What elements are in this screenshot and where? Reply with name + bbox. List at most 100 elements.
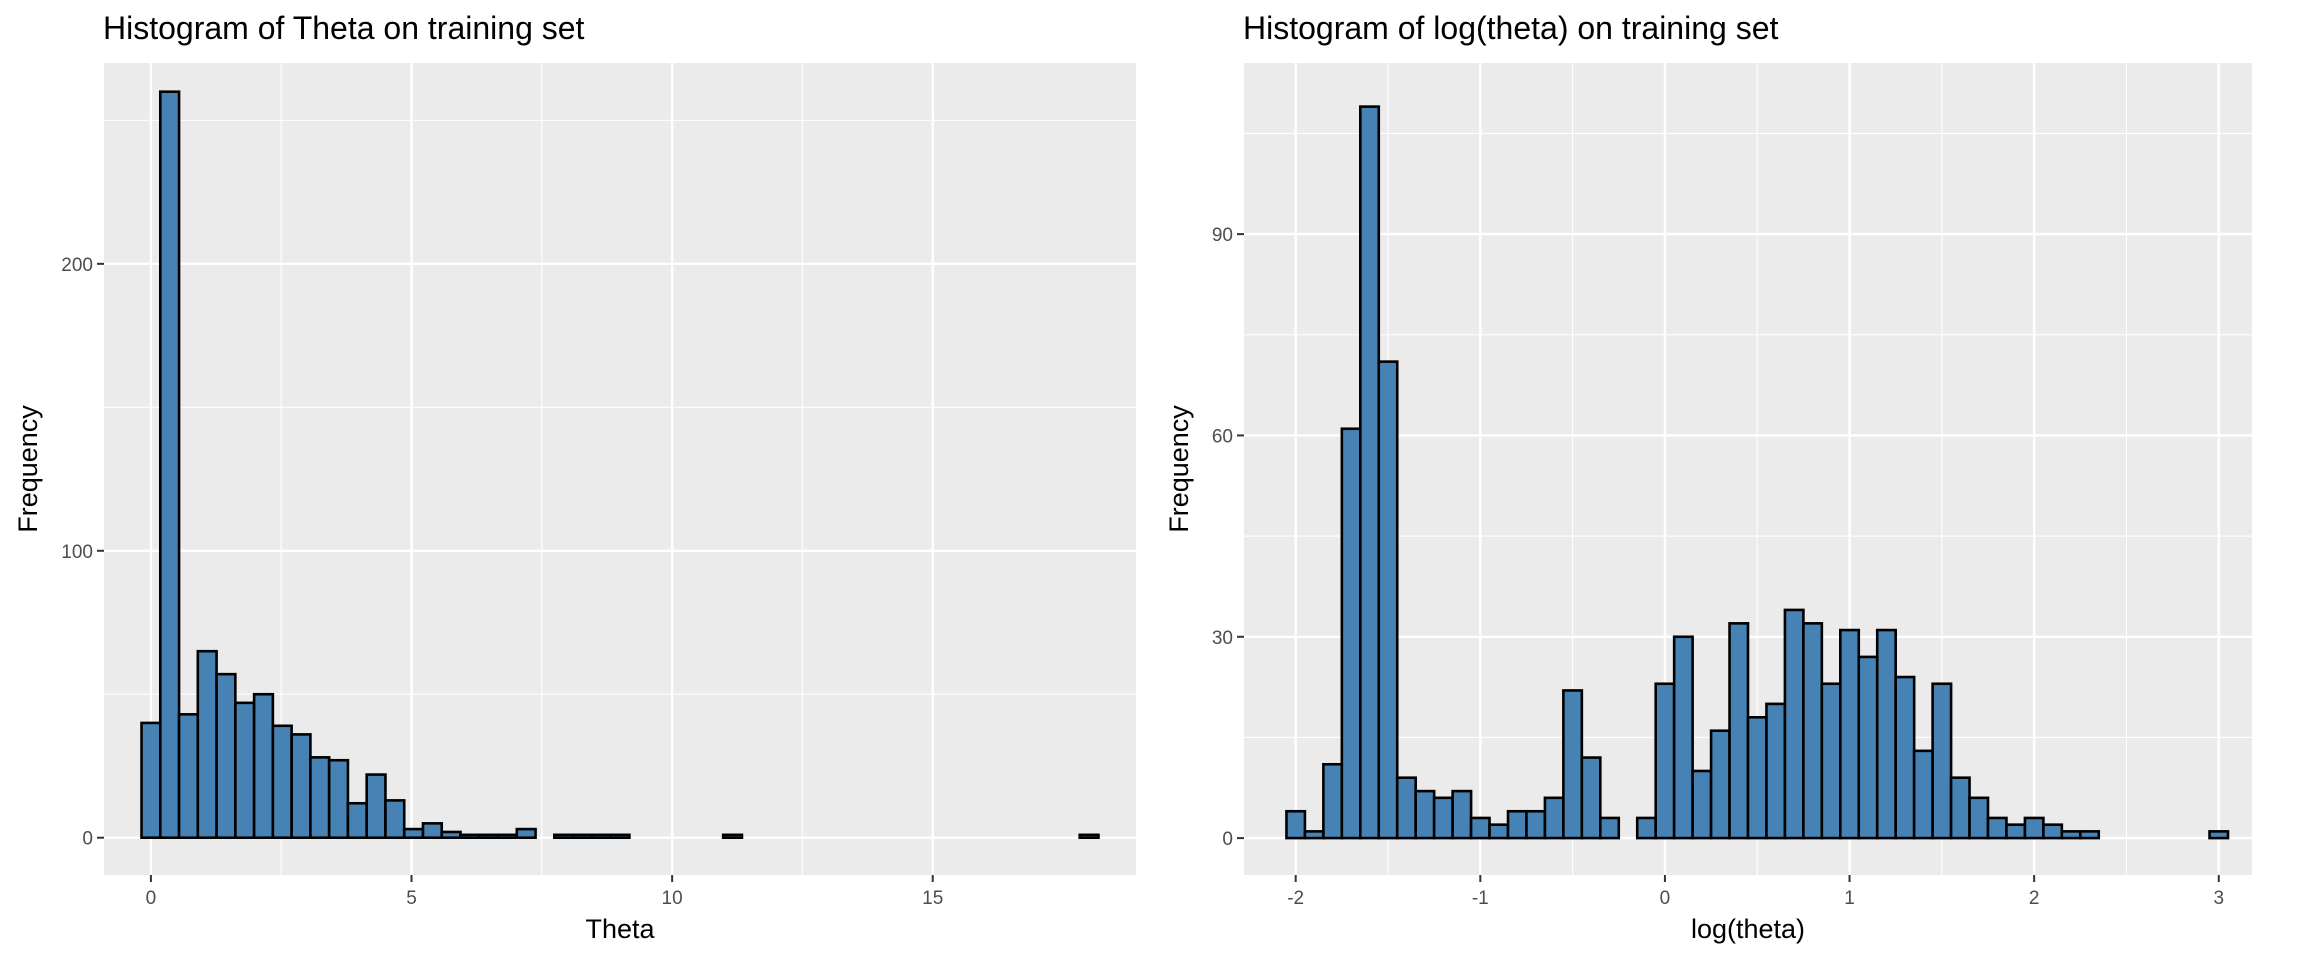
histogram-bar	[309, 756, 331, 839]
y-tick-label: 200	[61, 255, 93, 276]
y-tick-label: 60	[1212, 426, 1233, 447]
histogram-bars	[1285, 105, 2230, 840]
grid-minor-lines	[104, 63, 1136, 875]
histogram-bar	[1728, 622, 1750, 840]
x-tick-label: 3	[2213, 888, 2224, 909]
histogram-bar	[1562, 689, 1584, 840]
histogram-bar	[1912, 749, 1934, 840]
histogram-bar	[1802, 622, 1824, 840]
histogram-bar	[477, 833, 500, 839]
histogram-bar	[1543, 796, 1565, 840]
y-tick-label: 0	[1222, 829, 1233, 850]
x-tick-label: 15	[922, 888, 943, 909]
histogram-bar	[1709, 729, 1731, 840]
histogram-bar	[2042, 823, 2064, 840]
x-axis-title: log(theta)	[1691, 914, 1805, 944]
histogram-bar	[571, 833, 594, 839]
histogram-bar	[252, 692, 275, 839]
y-axis-ticks: 0 30 60 90	[1212, 225, 1244, 850]
histogram-bar	[1857, 655, 1879, 840]
y-axis-title: Frequency	[1164, 405, 1194, 533]
histogram-bar	[1635, 816, 1657, 840]
histogram-bar	[1525, 809, 1547, 840]
histogram-bar	[234, 701, 256, 839]
log-theta-histogram: -2 -1 0 1 2 3 0 30 60 90 Histogram of log(theta)…	[1164, 10, 2252, 944]
histogram-bar	[1285, 809, 1307, 840]
histogram-bar	[1894, 675, 1916, 840]
x-tick-label: 5	[406, 888, 417, 909]
histogram-bar	[1820, 682, 1842, 840]
histogram-bar	[1395, 776, 1417, 840]
histogram-bar	[1469, 816, 1491, 840]
histogram-bar	[1839, 628, 1861, 840]
histogram-bar	[290, 733, 312, 839]
histogram-bar	[459, 833, 481, 839]
histogram-bar	[2023, 816, 2045, 840]
x-tick-label: 1	[1844, 888, 1855, 909]
y-tick-label: 100	[61, 542, 93, 563]
histogram-bar	[1931, 682, 1953, 840]
histogram-bar	[384, 799, 406, 839]
histogram-bar	[1875, 628, 1897, 840]
histogram-bar	[2060, 830, 2082, 840]
x-tick-label: 2	[2029, 888, 2040, 909]
x-tick-label: 0	[146, 888, 157, 909]
histogram-bar	[346, 801, 368, 839]
histogram-bar	[609, 833, 631, 839]
histogram-bar	[1968, 796, 1990, 840]
x-tick-label: 10	[662, 888, 683, 909]
histogram-bar	[1432, 796, 1454, 840]
histogram-bar	[1451, 789, 1473, 840]
histogram-bar	[1986, 816, 2008, 840]
x-axis-ticks: 0 5 10 15	[146, 875, 943, 909]
y-tick-label: 30	[1212, 628, 1233, 649]
histogram-bar	[553, 833, 575, 839]
histogram-bar	[402, 827, 425, 839]
y-axis-title: Frequency	[13, 405, 43, 533]
histogram-bar	[2005, 823, 2027, 840]
x-axis-ticks: -2 -1 0 1 2 3	[1287, 875, 2224, 909]
histogram-bar	[365, 773, 387, 839]
histogram-bar	[1580, 756, 1602, 840]
histogram-bar	[590, 833, 612, 839]
histogram-bar	[515, 827, 537, 839]
histogram-bar	[140, 721, 162, 839]
histogram-bar	[1359, 105, 1381, 840]
chart-title: Histogram of Theta on training set	[103, 10, 585, 46]
histogram-bar	[177, 713, 200, 839]
histogram-bar	[1488, 823, 1510, 840]
chart-title: Histogram of log(theta) on training set	[1243, 10, 1778, 46]
histogram-bar	[1691, 769, 1713, 840]
histogram-bar	[1949, 776, 1971, 840]
histogram-bar	[2208, 830, 2230, 840]
histogram-bar	[1654, 682, 1676, 840]
histogram-bars	[140, 90, 1100, 839]
histogram-bar	[1672, 635, 1694, 840]
x-tick-label: 0	[1660, 888, 1671, 909]
histogram-bar	[440, 830, 462, 839]
histogram-bar	[196, 649, 218, 839]
histogram-bar	[421, 822, 444, 839]
histogram-bar	[721, 833, 744, 839]
histogram-bar	[1303, 830, 1325, 840]
x-tick-label: -2	[1287, 888, 1304, 909]
histogram-bar	[215, 672, 237, 839]
histogram-bar	[1599, 816, 1621, 840]
histogram-bar	[1414, 789, 1436, 840]
x-tick-label: -1	[1472, 888, 1489, 909]
histogram-bar	[271, 724, 293, 839]
histogram-bar	[1506, 809, 1528, 840]
histogram-bar	[1783, 608, 1805, 840]
y-axis-ticks: 0 100 200	[61, 255, 104, 850]
histogram-bar	[1377, 360, 1399, 840]
histogram-bar	[496, 833, 519, 839]
histogram-bar	[1746, 715, 1768, 840]
histogram-bar	[1340, 427, 1362, 840]
histogram-bar	[1322, 762, 1344, 840]
theta-histogram: 0 5 10 15 0 100 200 Histogram of Theta on tra…	[13, 10, 1136, 944]
y-tick-label: 90	[1212, 225, 1233, 246]
histogram-bar	[2079, 830, 2101, 840]
y-tick-label: 0	[82, 829, 93, 850]
